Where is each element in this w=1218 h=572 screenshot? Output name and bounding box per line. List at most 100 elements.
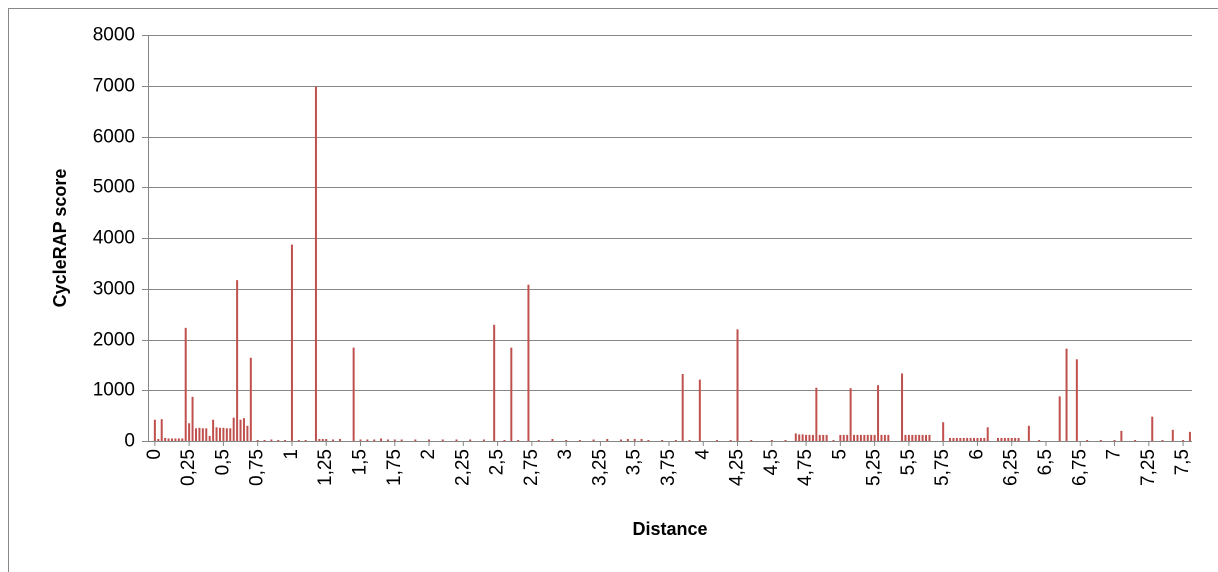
bar bbox=[321, 438, 324, 441]
bar bbox=[338, 438, 341, 441]
bar bbox=[205, 428, 208, 441]
bar bbox=[441, 439, 444, 441]
bar bbox=[794, 433, 797, 441]
bar bbox=[849, 388, 852, 441]
bar bbox=[170, 438, 173, 441]
x-tick-label: 2,5 bbox=[487, 449, 508, 475]
bar bbox=[822, 434, 825, 441]
bar bbox=[256, 439, 259, 441]
bar bbox=[877, 385, 880, 441]
bar bbox=[887, 434, 890, 441]
bar bbox=[290, 244, 293, 441]
bar bbox=[188, 423, 191, 441]
y-axis-title: CycleRAP score bbox=[50, 169, 70, 308]
bar bbox=[811, 434, 814, 441]
bar bbox=[918, 434, 921, 441]
bar bbox=[973, 437, 976, 441]
bar bbox=[1017, 437, 1020, 441]
bar bbox=[729, 439, 732, 441]
bar bbox=[537, 439, 540, 441]
bar bbox=[1086, 439, 1089, 441]
x-tick-label: 0,5 bbox=[212, 449, 233, 475]
bar bbox=[1007, 437, 1010, 441]
bar bbox=[222, 427, 225, 441]
x-tick-label: 6 bbox=[966, 449, 987, 460]
bar bbox=[414, 439, 417, 441]
bar bbox=[225, 428, 228, 441]
bar bbox=[380, 438, 383, 441]
x-tick-label: 3 bbox=[555, 449, 576, 460]
x-tick-label: 2,25 bbox=[452, 449, 473, 486]
y-tick-label: 8000 bbox=[93, 25, 135, 46]
bar bbox=[736, 329, 739, 441]
bar bbox=[955, 437, 958, 441]
x-tick-label: 6,75 bbox=[1069, 449, 1090, 486]
bar bbox=[592, 439, 595, 441]
bar bbox=[808, 434, 811, 441]
y-tick-label: 2000 bbox=[93, 330, 135, 351]
x-tick-label: 0,75 bbox=[247, 449, 268, 486]
bar bbox=[332, 439, 335, 441]
bar bbox=[904, 434, 907, 441]
y-tick-label: 7000 bbox=[93, 76, 135, 97]
bar bbox=[428, 439, 431, 441]
x-tick-label: 5,5 bbox=[898, 449, 919, 475]
bar bbox=[201, 428, 204, 441]
bar bbox=[325, 438, 328, 441]
bar bbox=[619, 439, 622, 441]
bar bbox=[997, 437, 1000, 441]
bar bbox=[983, 437, 986, 441]
bar bbox=[218, 427, 221, 441]
bar bbox=[167, 438, 170, 441]
bar bbox=[928, 434, 931, 441]
bar bbox=[400, 439, 403, 441]
bar bbox=[880, 434, 883, 441]
bar bbox=[853, 434, 856, 441]
bar bbox=[674, 439, 677, 441]
bar bbox=[1113, 439, 1116, 441]
bar bbox=[859, 434, 862, 441]
bar bbox=[866, 434, 869, 441]
bar bbox=[839, 434, 842, 441]
bar bbox=[1000, 437, 1003, 441]
bar bbox=[942, 422, 945, 441]
bar bbox=[842, 434, 845, 441]
bar bbox=[393, 439, 396, 441]
x-tick-label: 5,75 bbox=[932, 449, 953, 486]
bar bbox=[493, 324, 496, 441]
bar bbox=[352, 347, 355, 441]
bar bbox=[626, 438, 629, 441]
x-tick-label: 0,25 bbox=[178, 449, 199, 486]
x-tick-label: 7 bbox=[1104, 449, 1125, 460]
bar bbox=[270, 439, 273, 441]
bar bbox=[242, 418, 245, 441]
bar bbox=[907, 434, 910, 441]
bar bbox=[914, 434, 917, 441]
x-tick-label: 4,25 bbox=[727, 449, 748, 486]
bar bbox=[1010, 437, 1013, 441]
x-tick-label: 3,5 bbox=[624, 449, 645, 475]
bar bbox=[856, 434, 859, 441]
bar bbox=[846, 434, 849, 441]
y-tick-label: 0 bbox=[124, 431, 135, 452]
bar bbox=[1188, 431, 1191, 441]
bar bbox=[212, 419, 215, 441]
x-tick-label: 2,75 bbox=[521, 449, 542, 486]
bar bbox=[832, 439, 835, 441]
bar bbox=[801, 434, 804, 441]
bar bbox=[815, 387, 818, 441]
bar bbox=[229, 428, 232, 441]
bar bbox=[1003, 437, 1006, 441]
bar bbox=[805, 434, 808, 441]
bar bbox=[1014, 437, 1017, 441]
bar bbox=[284, 439, 287, 441]
bar bbox=[901, 373, 904, 441]
x-tick-label: 7,5 bbox=[1172, 449, 1193, 475]
bar bbox=[304, 439, 307, 441]
bar bbox=[551, 438, 554, 441]
bar bbox=[386, 439, 389, 441]
y-tick-label: 1000 bbox=[93, 380, 135, 401]
x-tick-label: 1,25 bbox=[315, 449, 336, 486]
bar bbox=[1182, 439, 1185, 441]
